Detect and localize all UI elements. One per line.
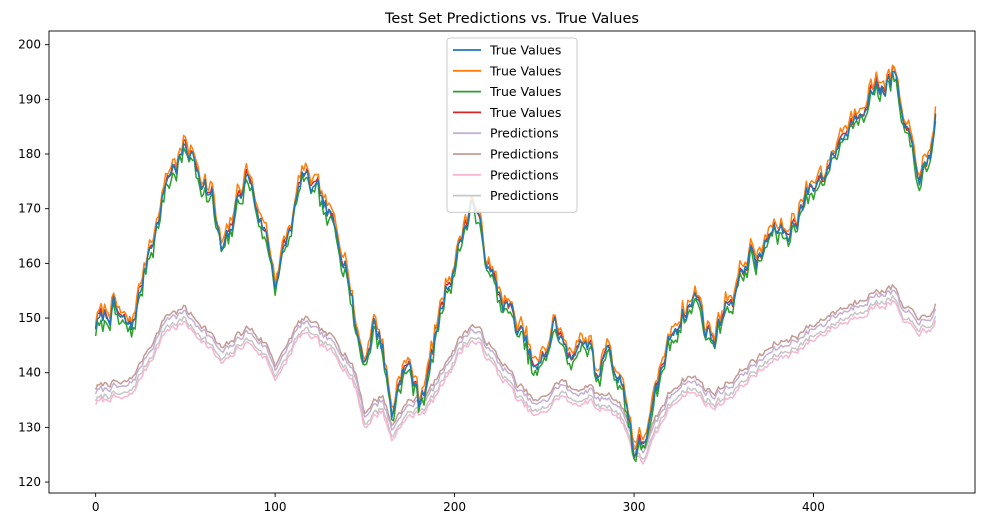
y-tick-label: 190: [18, 92, 41, 106]
y-tick-label: 180: [18, 147, 41, 161]
legend-label: True Values: [489, 105, 561, 120]
plot-frame: [48, 30, 976, 494]
y-tick-label: 120: [18, 475, 41, 489]
legend-label: Predictions: [490, 147, 559, 162]
legend-label: Predictions: [490, 126, 559, 141]
series-line-7: [94, 300, 937, 465]
y-tick-label: 140: [18, 366, 41, 380]
chart-title: Test Set Predictions vs. True Values: [384, 11, 639, 27]
y-axis: 120 130 140 150 160 170 180 190 200: [18, 38, 49, 489]
y-tick-label: 160: [18, 256, 41, 270]
y-tick-label: 170: [18, 202, 41, 216]
series-line-6: [94, 283, 937, 449]
legend-label: Predictions: [490, 188, 559, 203]
legend-label: True Values: [489, 63, 561, 78]
x-tick-label: 0: [92, 500, 100, 514]
y-tick-label: 130: [18, 420, 41, 434]
legend-label: True Values: [489, 43, 561, 58]
series-line-1: [94, 70, 937, 457]
series-line-5: [94, 289, 937, 454]
series-line-8: [94, 294, 937, 460]
x-tick-label: 300: [623, 500, 646, 514]
legend-label: True Values: [489, 84, 561, 99]
y-tick-label: 200: [18, 38, 41, 52]
legend-label: Predictions: [490, 167, 559, 182]
legend-box: [446, 37, 578, 213]
x-tick-label: 400: [802, 500, 825, 514]
x-tick-label: 200: [443, 500, 466, 514]
series-layer: [94, 64, 937, 465]
y-tick-label: 150: [18, 311, 41, 325]
legend: True Values True Values True Values True Va…: [446, 37, 578, 213]
x-axis: 0 100 200 300 400: [92, 493, 825, 514]
x-tick-label: 100: [264, 500, 287, 514]
